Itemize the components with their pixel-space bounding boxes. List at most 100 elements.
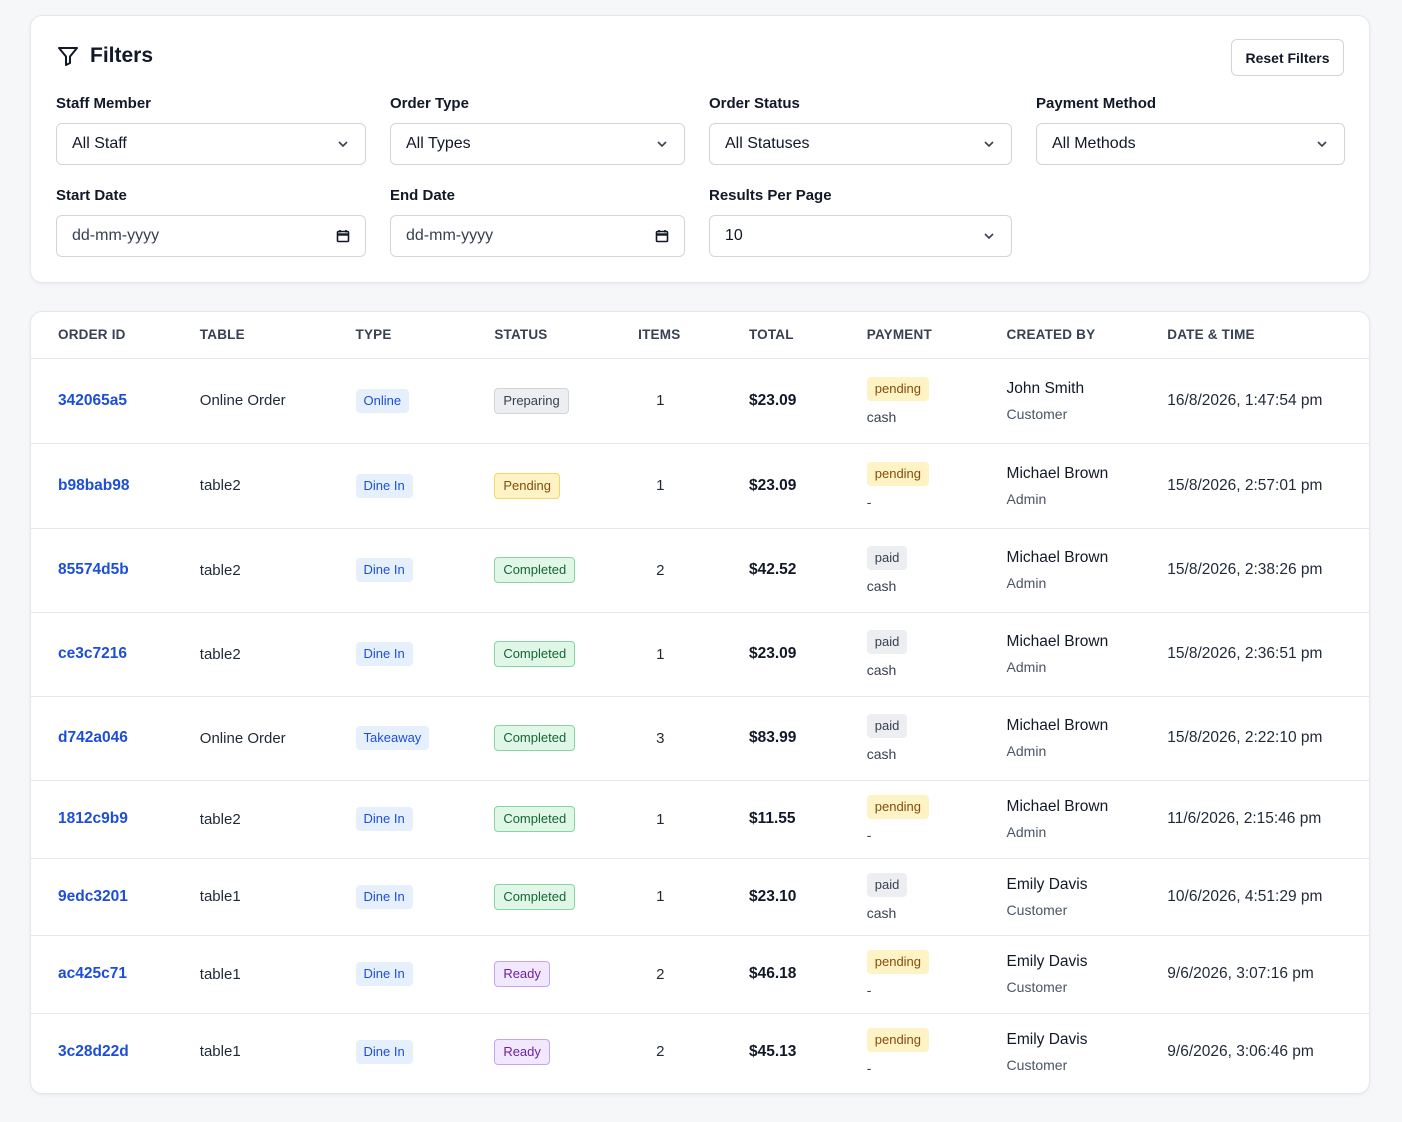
payment-method-label: Payment Method	[1036, 95, 1157, 112]
creator-name: John Smith	[1006, 379, 1085, 397]
staff-member-select[interactable]: All Staff	[56, 123, 366, 165]
total-cell: $42.52	[748, 528, 867, 613]
table-row[interactable]: ac425c71 table1 Dine In Ready 2 $46.18 pending…	[31, 935, 1369, 1014]
status-cell: Pending	[494, 443, 639, 529]
payment-method-select[interactable]: All Methods	[1036, 123, 1345, 165]
type-badge: Takeaway	[355, 726, 430, 750]
table-row[interactable]: b98bab98 table2 Dine In Pending 1 $23.09 pendi…	[31, 443, 1369, 529]
results-per-page-select[interactable]: 10	[709, 215, 1012, 257]
status-badge: Ready	[494, 961, 550, 987]
orders-table: ORDER ID TABLE TYPE STATUS ITEMS TOTAL P…	[31, 312, 1369, 1090]
order-type-label: Order Type	[390, 95, 469, 112]
order-id-link[interactable]: 3c28d22d	[58, 1042, 129, 1060]
filters-panel: Filters Reset Filters Staff Member All S…	[30, 15, 1370, 283]
header-created-by[interactable]: CREATED BY	[1006, 312, 1168, 359]
table-cell: table1	[199, 1043, 241, 1061]
order-id-link[interactable]: 1812c9b9	[58, 810, 128, 827]
creator-role: Customer	[1006, 1056, 1068, 1073]
order-id-cell: b98bab98	[31, 443, 200, 529]
creator-name: Michael Brown	[1006, 798, 1109, 815]
filters-title: Filters	[90, 44, 154, 67]
staff-member-field: Staff Member All Staff	[56, 95, 366, 165]
results-per-page-value: 10	[725, 227, 743, 244]
order-status-select[interactable]: All Statuses	[709, 123, 1012, 165]
order-id-cell: 9edc3201	[31, 858, 200, 936]
order-id-cell: 3c28d22d	[31, 1013, 200, 1090]
payment-method-text: -	[866, 1059, 872, 1076]
header-date-time[interactable]: DATE & TIME	[1167, 312, 1369, 359]
order-id-cell: d742a046	[31, 696, 200, 781]
order-id-link[interactable]: ce3c7216	[58, 645, 127, 662]
payment-status-badge: paid	[866, 630, 908, 654]
created-by-cell: Michael Brown Admin	[1006, 780, 1168, 859]
start-date-label: Start Date	[56, 187, 127, 204]
date-time-cell: 16/8/2026, 1:47:54 pm	[1167, 358, 1369, 444]
status-cell: Preparing	[494, 358, 639, 444]
header-order-id[interactable]: ORDER ID	[31, 312, 200, 359]
table-row[interactable]: 3c28d22d table1 Dine In Ready 2 $45.13 pending…	[31, 1013, 1369, 1090]
order-type-select[interactable]: All Types	[390, 123, 685, 165]
created-by-cell: Michael Brown Admin	[1006, 612, 1168, 697]
table-row[interactable]: ce3c7216 table2 Dine In Completed 1 $23.09 pai…	[31, 612, 1369, 697]
type-cell: Takeaway	[355, 696, 495, 781]
type-badge: Dine In	[355, 884, 413, 909]
payment-cell: pending cash	[866, 358, 1007, 444]
type-badge: Dine In	[355, 473, 413, 498]
order-id-link[interactable]: d742a046	[58, 729, 128, 746]
header-type[interactable]: TYPE	[355, 312, 495, 359]
order-id-link[interactable]: 9edc3201	[58, 887, 128, 905]
status-badge: Completed	[494, 557, 576, 583]
calendar-icon[interactable]	[654, 228, 670, 244]
table-row[interactable]: 1812c9b9 table2 Dine In Completed 1 $11.55 pen…	[31, 780, 1369, 859]
creator-name: Michael Brown	[1006, 464, 1109, 482]
creator-role: Admin	[1006, 743, 1047, 759]
calendar-icon[interactable]	[335, 228, 351, 244]
creator-role: Admin	[1006, 824, 1047, 840]
creator-role: Admin	[1006, 575, 1047, 591]
orders-table-body: 342065a5 Online Order Online Preparing 1 $23.…	[31, 358, 1369, 1090]
table-row[interactable]: 85574d5b table2 Dine In Completed 2 $42.52 pai…	[31, 528, 1369, 613]
items-cell: 1	[638, 780, 749, 859]
start-date-field: Start Date dd-mm-yyyy	[56, 187, 366, 257]
payment-cell: pending -	[866, 780, 1007, 859]
header-status[interactable]: STATUS	[494, 312, 639, 359]
order-id-link[interactable]: b98bab98	[58, 476, 130, 494]
type-badge: Dine In	[355, 807, 413, 831]
header-payment[interactable]: PAYMENT	[866, 312, 1007, 359]
payment-status-badge: paid	[866, 546, 908, 570]
header-table[interactable]: TABLE	[199, 312, 356, 359]
chevron-down-icon	[984, 233, 994, 240]
chevron-down-icon	[338, 141, 348, 148]
end-date-input[interactable]: dd-mm-yyyy	[390, 215, 685, 257]
order-id-link[interactable]: 85574d5b	[58, 561, 129, 578]
items-cell: 1	[638, 358, 749, 444]
order-id-cell: 85574d5b	[31, 528, 200, 613]
creator-name: Michael Brown	[1006, 717, 1109, 734]
items-cell: 1	[638, 443, 749, 529]
header-total[interactable]: TOTAL	[748, 312, 867, 359]
status-badge: Completed	[494, 725, 576, 751]
order-id-link[interactable]: ac425c71	[58, 965, 127, 982]
date-time-cell: 10/6/2026, 4:51:29 pm	[1167, 858, 1369, 936]
order-id-link[interactable]: 342065a5	[58, 391, 127, 409]
created-by-cell: Michael Brown Admin	[1006, 528, 1168, 613]
status-cell: Completed	[494, 858, 639, 936]
total-cell: $45.13	[748, 1042, 797, 1060]
date-time-cell: 15/8/2026, 2:36:51 pm	[1167, 612, 1369, 697]
end-date-placeholder: dd-mm-yyyy	[406, 227, 494, 244]
creator-name: Michael Brown	[1006, 549, 1109, 566]
header-items[interactable]: ITEMS	[638, 312, 749, 359]
table-row[interactable]: d742a046 Online Order Takeaway Completed 3 $8…	[31, 696, 1369, 781]
items-cell: 2	[656, 1043, 665, 1061]
order-id-cell: 1812c9b9	[31, 780, 200, 859]
order-status-field: Order Status All Statuses	[709, 95, 1012, 165]
table-row[interactable]: 9edc3201 table1 Dine In Completed 1 $23.10 pai…	[31, 858, 1369, 936]
status-cell: Ready	[494, 1013, 638, 1090]
total-cell: $83.99	[748, 696, 867, 781]
reset-filters-button[interactable]: Reset Filters	[1231, 39, 1344, 76]
created-by-cell: Emily Davis Customer	[1007, 1013, 1168, 1090]
table-row[interactable]: 342065a5 Online Order Online Preparing 1 $23.…	[31, 358, 1369, 444]
start-date-input[interactable]: dd-mm-yyyy	[56, 215, 366, 257]
table-cell: table1	[199, 935, 356, 1014]
chevron-down-icon	[657, 141, 667, 148]
